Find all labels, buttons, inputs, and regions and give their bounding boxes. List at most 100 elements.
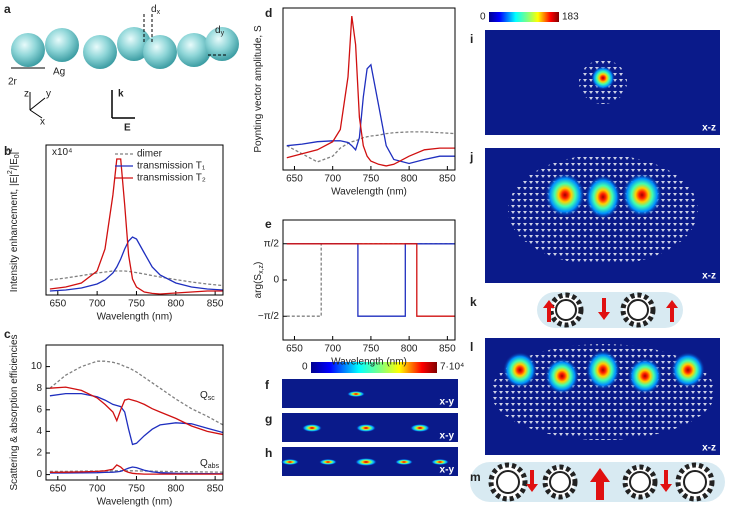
y-tick-label: 6 [36,404,42,415]
x-tick-label: 750 [128,299,145,310]
panel-label: l [470,340,473,354]
map-label: x-z [702,123,716,134]
y-axis-label-part: 2 [7,170,14,174]
x-tick-label: 850 [207,484,224,495]
series-line [286,243,455,317]
plot-frame [282,7,456,171]
series-line [286,243,455,317]
y-axis-label-part: arg(S [253,274,264,299]
colorbar-min: 0 [480,12,486,23]
panel-label: d [265,6,272,20]
map-label: x-y [440,431,455,442]
plot-frame [45,344,224,481]
series-line [286,16,455,167]
y-tick-label: π/2 [264,238,280,249]
series-line [49,158,223,295]
y-axis-label-part: x,z [258,264,265,273]
x-tick-label: 700 [89,299,106,310]
legend-label: transmission T₁ [137,161,206,172]
colorbar-max: 183 [562,12,579,23]
y-axis-label: arg(Sx,z) [253,262,266,299]
annotation-part: Q [200,390,208,401]
series-line [49,464,223,475]
annotation-part: abs [208,463,220,470]
series-line [49,360,223,426]
material-label: Ag [53,67,65,78]
legend-label: transmission T₂ [137,173,206,184]
plot-frame [45,144,224,296]
y-tick-label: 4 [36,426,42,437]
y-axis-label-part: | [9,152,20,155]
annotation-part: sc [208,395,216,402]
y-tick-label: 10 [31,361,43,372]
gap-label-part: y [221,30,225,37]
x-axis-label: Wavelength (nm) [97,312,173,323]
x-tick-label: 850 [439,344,456,355]
series-line [49,392,223,446]
colorbar-max: 7·10⁴ [440,362,464,373]
field-label: E [124,123,131,134]
y-axis-label: Scattering & absorption efficiencies [9,334,20,490]
gap-label-part: x [157,9,161,16]
x-tick-label: 650 [286,344,303,355]
colorbar [311,362,437,373]
wavevector-label: k [118,89,124,100]
gear-diagram [470,292,725,502]
panel-label: c [4,327,11,341]
axis-name: x [40,117,45,128]
y-axis-label-part: ) [253,262,264,265]
gap-label-part: d [151,4,157,15]
series-line [286,243,455,317]
x-axis-label: Wavelength (nm) [331,187,407,198]
panel-label: e [265,217,272,231]
annotation-part: x10⁴ [52,147,72,158]
map-label: x-y [440,397,455,408]
x-tick-label: 650 [286,174,303,185]
x-tick-label: 750 [128,484,145,495]
x-tick-label: 700 [324,344,341,355]
x-tick-label: 850 [439,174,456,185]
x-tick-label: 650 [49,484,66,495]
axis-name: y [46,89,51,100]
plot-frame [282,219,456,341]
y-axis-label-part: 2 [7,148,14,152]
map-label: x-z [702,271,716,282]
x-tick-label: 750 [363,174,380,185]
y-axis-label-part: Poynting vector amplitude, S [253,25,264,153]
y-axis-label-part: 0 [14,154,21,158]
y-tick-label: 2 [36,448,42,459]
annotation: Qabs [200,458,220,471]
panel-label: i [470,32,473,46]
gap-label: dx [151,4,161,17]
panel-label: g [265,412,272,426]
x-tick-label: 850 [207,299,224,310]
x-tick-label: 800 [401,344,418,355]
y-tick-label: 0 [273,275,279,286]
field-maps [281,30,720,476]
panel-label: j [469,150,473,164]
y-axis-label: Intensity enhancement, |E|2/|E0|2 [7,148,21,293]
y-tick-label: −π/2 [258,311,280,322]
x-tick-label: 700 [324,174,341,185]
x-tick-label: 800 [167,484,184,495]
panel-label: k [470,295,477,309]
series-line [49,386,223,436]
panel-label: m [470,470,481,484]
dimer-diagram [11,14,239,119]
annotation: Qsc [200,390,215,403]
x-tick-label: 800 [401,174,418,185]
annotation: x10⁴ [52,147,72,158]
gap-label-part: d [215,25,221,36]
y-axis-label-part: Scattering & absorption efficiencies [9,334,20,490]
map-label: x-z [702,443,716,454]
x-tick-label: 800 [167,299,184,310]
colorbar [489,12,559,22]
series-line [286,131,455,163]
panel-label: a [4,2,11,16]
x-tick-label: 750 [363,344,380,355]
legend-label: dimer [137,149,163,160]
x-axis-label: Wavelength (nm) [331,357,407,368]
series-line [49,466,223,475]
x-tick-label: 700 [89,484,106,495]
